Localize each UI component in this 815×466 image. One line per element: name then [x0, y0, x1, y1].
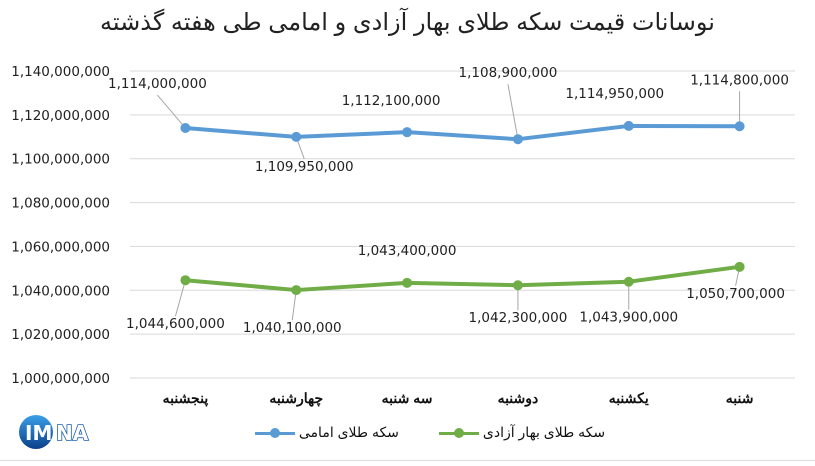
- y-tick-label: 1,080,000,000: [11, 196, 110, 212]
- data-label-emami: 1,108,900,000: [459, 65, 558, 81]
- data-label-bahar: 1,042,300,000: [469, 310, 568, 326]
- data-label-emami: 1,112,100,000: [342, 93, 441, 109]
- series-line-bahar: [185, 264, 740, 293]
- data-point-emami: [623, 120, 634, 131]
- series-line-emami: [185, 123, 740, 142]
- x-tick-label: پنجشنبه: [163, 390, 209, 407]
- y-axis: 1,140,000,000 1,120,000,000 1,100,000,000 1…: [11, 64, 110, 387]
- y-tick-label: 1,020,000,000: [11, 327, 110, 343]
- data-label-bahar: 1,050,700,000: [686, 286, 785, 302]
- y-tick-label: 1,000,000,000: [11, 371, 110, 387]
- data-point-emami: [180, 123, 191, 134]
- x-tick-label: شنبه: [726, 390, 754, 406]
- data-label-emami: 1,114,800,000: [690, 72, 789, 88]
- legend-item-bahar: سکه طلای بهار آزادی: [438, 424, 606, 441]
- data-label-bahar: 1,044,600,000: [126, 316, 225, 332]
- data-label-emami: 1,114,950,000: [565, 86, 664, 102]
- data-label-bahar: 1,043,400,000: [358, 243, 457, 259]
- data-point-bahar: [291, 285, 302, 296]
- bottom-divider: [0, 460, 815, 461]
- imna-logo-icon: IM NA: [19, 415, 90, 449]
- svg-text:IM: IM: [25, 421, 52, 445]
- x-tick-label: یکشنبه: [609, 390, 649, 406]
- series-lines: [180, 120, 745, 296]
- y-tick-label: 1,040,000,000: [11, 283, 110, 299]
- data-point-emami: [512, 134, 523, 145]
- legend: سکه طلای امامی سکه طلای بهار آزادی: [230, 424, 630, 441]
- x-tick-label: چهارشنبه: [269, 390, 323, 407]
- legend-item-emami: سکه طلای امامی: [254, 424, 399, 441]
- x-tick-label: دوشنبه: [498, 390, 539, 407]
- legend-swatch-emami-icon: [254, 427, 295, 438]
- legend-swatch-bahar-icon: [438, 427, 479, 438]
- x-tick-label: سه شنبه: [382, 390, 433, 406]
- data-point-bahar: [734, 261, 745, 272]
- data-point-bahar: [180, 275, 191, 286]
- data-point-bahar: [512, 280, 523, 291]
- label-leader-lines: [157, 84, 741, 321]
- gridlines: [130, 70, 795, 379]
- data-point-bahar: [402, 277, 413, 288]
- data-point-bahar: [623, 276, 634, 287]
- data-label-emami: 1,114,000,000: [108, 76, 207, 92]
- data-point-emami: [734, 121, 745, 132]
- data-label-bahar: 1,043,900,000: [579, 310, 678, 326]
- data-point-emami: [291, 131, 302, 142]
- data-labels: 1,114,800,000 1,114,950,000 1,108,900,000 1…: [108, 65, 789, 336]
- y-tick-label: 1,140,000,000: [11, 64, 110, 80]
- y-tick-label: 1,100,000,000: [11, 152, 110, 168]
- y-tick-label: 1,120,000,000: [11, 108, 110, 124]
- y-tick-label: 1,060,000,000: [11, 239, 110, 255]
- data-label-emami: 1,109,950,000: [255, 159, 354, 175]
- chart-title: نوسانات قیمت سکه طلای بهار آزادی و امامی…: [100, 9, 715, 36]
- x-axis: شنبه یکشنبه دوشنبه سه شنبه چهارشنبه پنجشنبه: [163, 390, 754, 407]
- svg-text:NA: NA: [56, 421, 89, 445]
- data-point-emami: [402, 127, 413, 138]
- legend-label-emami: سکه طلای امامی: [298, 424, 399, 440]
- data-label-bahar: 1,040,100,000: [243, 320, 342, 336]
- legend-label-bahar: سکه طلای بهار آزادی: [482, 424, 606, 440]
